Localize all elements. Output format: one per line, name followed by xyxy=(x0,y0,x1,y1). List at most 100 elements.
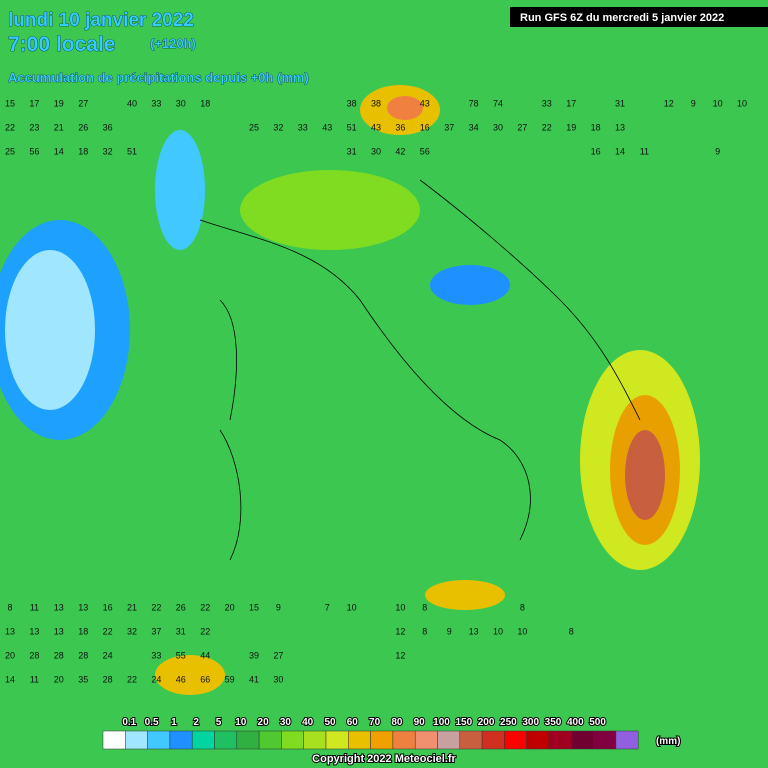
grid-value: 32 xyxy=(127,626,137,636)
grid-value: 21 xyxy=(127,602,137,612)
legend-label: 350 xyxy=(545,717,562,728)
grid-value: 8 xyxy=(569,626,574,636)
grid-value: 9 xyxy=(715,146,720,156)
grid-value: 11 xyxy=(30,674,39,684)
grid-value: 32 xyxy=(273,122,283,132)
legend-label: 5 xyxy=(216,717,222,728)
legend-swatch xyxy=(281,730,304,750)
grid-value: 28 xyxy=(103,674,113,684)
legend-label: 400 xyxy=(567,717,584,728)
lead-time: (+120h) xyxy=(150,36,196,51)
grid-value: 12 xyxy=(664,98,674,108)
dry-area xyxy=(155,130,205,250)
legend-swatch xyxy=(548,730,572,750)
grid-value: 13 xyxy=(5,626,15,636)
grid-value: 43 xyxy=(322,122,332,132)
legend-swatch xyxy=(102,730,126,750)
legend-swatch xyxy=(125,730,148,750)
grid-value: 43 xyxy=(371,122,381,132)
grid-value: 15 xyxy=(5,98,15,108)
legend-label: 40 xyxy=(302,717,314,728)
grid-value: 26 xyxy=(176,602,186,612)
legend-swatch xyxy=(526,730,550,750)
grid-value: 20 xyxy=(225,602,235,612)
grid-value: 25 xyxy=(5,146,15,156)
grid-value: 28 xyxy=(78,650,88,660)
grid-value: 22 xyxy=(5,122,15,132)
grid-value: 42 xyxy=(395,146,405,156)
grid-value: 28 xyxy=(54,650,64,660)
grid-value: 34 xyxy=(469,122,479,132)
grid-value: 16 xyxy=(103,602,113,612)
legend-swatch xyxy=(504,730,527,750)
legend-swatch xyxy=(303,730,327,750)
grid-value: 10 xyxy=(713,98,723,108)
grid-value: 14 xyxy=(5,674,15,684)
grid-value: 8 xyxy=(520,602,525,612)
grid-value: 37 xyxy=(151,626,161,636)
grid-value: 46 xyxy=(176,674,186,684)
grid-value: 43 xyxy=(420,98,430,108)
grid-value: 40 xyxy=(127,98,137,108)
legend-label: 70 xyxy=(369,717,381,728)
legend: 0.1 0.5 1 2 5 10 20 30 40 50 60 70 80 90 100 150 200 250 3… xyxy=(102,716,681,750)
grid-value: 10 xyxy=(347,602,357,612)
grid-value: 9 xyxy=(447,626,452,636)
grid-value: 18 xyxy=(591,122,601,132)
grid-value: 18 xyxy=(78,146,88,156)
legend-swatch xyxy=(481,730,505,750)
grid-value: 27 xyxy=(273,650,283,660)
legend-label: 150 xyxy=(455,717,472,728)
coastlines xyxy=(199,179,641,561)
run-banner xyxy=(510,7,768,27)
legend-label: 500 xyxy=(589,717,606,728)
grid-value: 33 xyxy=(151,98,161,108)
grid-value: 24 xyxy=(151,674,161,684)
grid-value: 32 xyxy=(103,146,113,156)
grid-value: 74 xyxy=(493,98,503,108)
grid-value: 30 xyxy=(371,146,381,156)
legend-swatch xyxy=(169,730,193,750)
grid-value: 78 xyxy=(469,98,479,108)
grid-value: 20 xyxy=(54,674,64,684)
grid-value: 19 xyxy=(54,98,64,108)
grid-value: 55 xyxy=(176,650,186,660)
copyright: Copyright 2022 Meteociel.fr xyxy=(312,753,456,765)
grid-value: 10 xyxy=(395,602,405,612)
legend-label: 250 xyxy=(500,717,517,728)
dry-area xyxy=(5,250,95,410)
grid-value: 31 xyxy=(176,626,186,636)
legend-swatch xyxy=(236,730,260,750)
legend-label: 10 xyxy=(235,717,247,728)
grid-value: 13 xyxy=(615,122,625,132)
grid-value: 27 xyxy=(517,122,527,132)
time-title: 7:00 locale xyxy=(8,33,115,56)
legend-label: 100 xyxy=(433,717,450,728)
grid-value: 18 xyxy=(78,626,88,636)
wet-area xyxy=(625,430,665,520)
legend-swatch xyxy=(325,730,349,750)
run-info: Run GFS 6Z du mercredi 5 janvier 2022 xyxy=(520,12,724,24)
grid-value: 36 xyxy=(395,122,405,132)
grid-value: 38 xyxy=(371,98,381,108)
coastline xyxy=(219,299,242,561)
grid-value: 13 xyxy=(29,626,39,636)
wet-area xyxy=(155,655,225,695)
grid-value: 25 xyxy=(249,122,259,132)
legend-swatch xyxy=(370,730,394,750)
wet-area xyxy=(387,96,423,120)
grid-value: 22 xyxy=(200,602,210,612)
grid-value: 20 xyxy=(5,650,15,660)
grid-value: 56 xyxy=(29,146,39,156)
legend-swatch xyxy=(147,730,171,750)
grid-value: 10 xyxy=(517,626,527,636)
grid-value: 33 xyxy=(298,122,308,132)
grid-value: 31 xyxy=(615,98,625,108)
grid-value: 38 xyxy=(347,98,357,108)
grid-value: 22 xyxy=(151,602,161,612)
grid-value: 16 xyxy=(420,122,430,132)
legend-label: 30 xyxy=(280,717,292,728)
grid-value: 13 xyxy=(54,626,64,636)
